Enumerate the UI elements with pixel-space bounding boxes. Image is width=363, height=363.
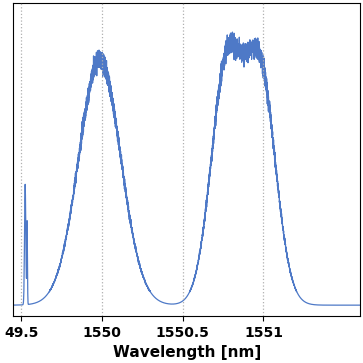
X-axis label: Wavelength [nm]: Wavelength [nm] bbox=[113, 345, 261, 360]
